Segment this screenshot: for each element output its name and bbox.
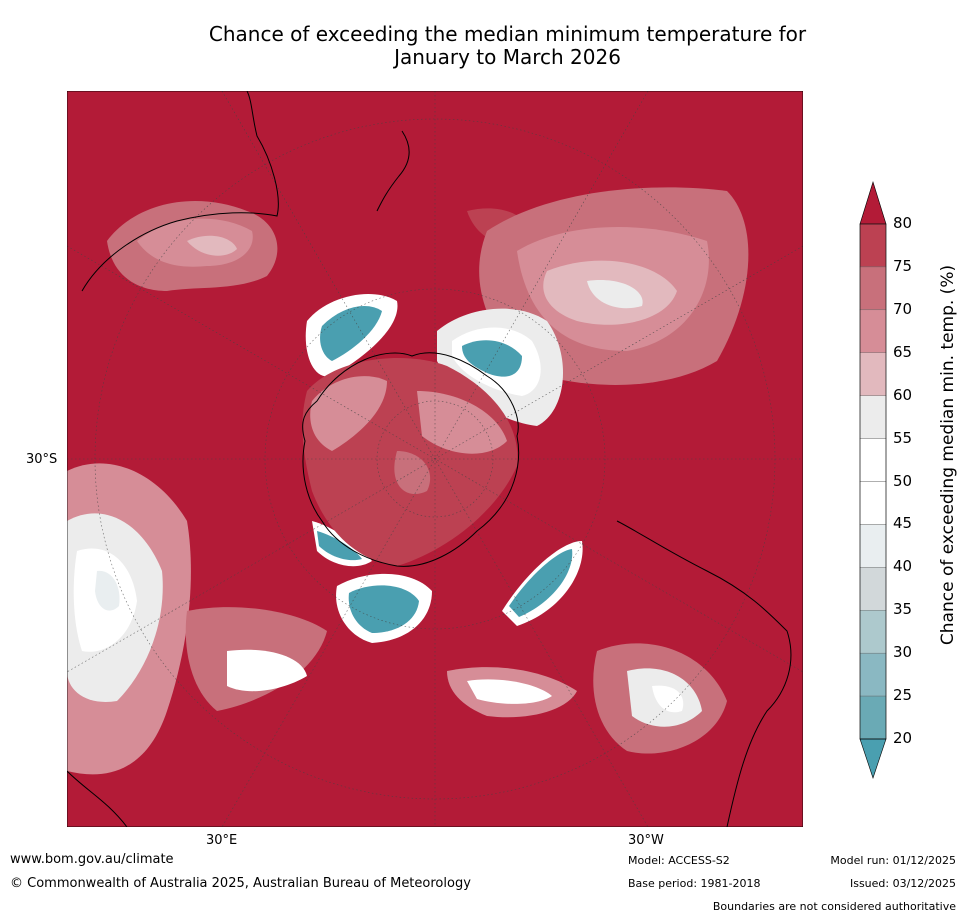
coast-new-zealand [376, 130, 410, 212]
region-southern-africa-anomaly [67, 463, 327, 775]
colorbar-bin-65-70 [859, 309, 887, 353]
longitude-label-30e: 30°E [206, 833, 238, 848]
colorbar-bin-35-40 [859, 567, 887, 611]
colorbar-bin-25-30 [859, 652, 887, 697]
region-australia-anomaly [107, 201, 529, 291]
colorbar-bin-75-80 [859, 223, 887, 268]
footer-copyright: © Commonwealth of Australia 2025, Austra… [10, 876, 471, 891]
colorbar-tick-20: 20 [893, 729, 913, 747]
footer-base-period: Base period: 1981-2018 [628, 877, 761, 890]
map-graticule [67, 91, 803, 827]
colorbar-tick-25: 25 [893, 686, 913, 705]
colorbar-tick-55: 55 [893, 428, 913, 447]
colorbar-label: Chance of exceeding median min. temp. (%… [938, 264, 958, 646]
footer-model: Model: ACCESS-S2 [628, 854, 730, 867]
coast-south-america [616, 520, 792, 827]
colorbar-tick-80: 80 [893, 214, 913, 232]
colorbar [859, 180, 887, 779]
coastlines [67, 91, 792, 827]
colorbar-extend-low [859, 738, 887, 779]
coast-antarctica [302, 352, 520, 567]
colorbar-bin-30-35 [859, 610, 887, 654]
colorbar-tick-75: 75 [893, 256, 913, 275]
footer-model-run: Model run: 01/12/2025 [830, 854, 956, 867]
colorbar-bin-20-25 [859, 695, 887, 740]
colorbar-tick-35: 35 [893, 600, 913, 619]
colorbar-extend-high [859, 180, 887, 225]
coast-australia [81, 91, 279, 292]
footer-issued: Issued: 03/12/2025 [849, 877, 956, 890]
colorbar-tick-50: 50 [893, 471, 913, 490]
footer-website: www.bom.gov.au/climate [10, 852, 174, 867]
region-south-atlantic-anomaly [479, 187, 749, 385]
coast-southern-africa [67, 770, 128, 827]
footer-disclaimer: Boundaries are not considered authoritat… [712, 900, 956, 913]
colorbar-tick-65: 65 [893, 342, 913, 361]
chart-title-line-1: Chance of exceeding the median minimum t… [208, 22, 807, 46]
colorbar-bin-60-65 [859, 352, 887, 396]
colorbar-bin-55-60 [859, 395, 887, 439]
colorbar-tick-30: 30 [893, 643, 913, 662]
colorbar-bin-45-50 [859, 481, 887, 525]
colorbar-tick-60: 60 [893, 385, 913, 404]
colorbar-bin-40-45 [859, 524, 887, 568]
probability-map [67, 91, 803, 827]
region-antarctica-anomaly [302, 358, 518, 566]
colorbar-tick-45: 45 [893, 514, 913, 533]
colorbar-bin-50-55 [859, 438, 887, 482]
colorbar-tick-40: 40 [893, 557, 913, 576]
chart-title-line-2: January to March 2026 [394, 45, 621, 69]
longitude-label-30w: 30°W [628, 833, 664, 848]
region-south-pacific-anomaly [447, 643, 727, 754]
colorbar-tick-70: 70 [893, 299, 913, 318]
colorbar-bin-70-75 [859, 266, 887, 311]
latitude-label-30s: 30°S [26, 452, 58, 467]
